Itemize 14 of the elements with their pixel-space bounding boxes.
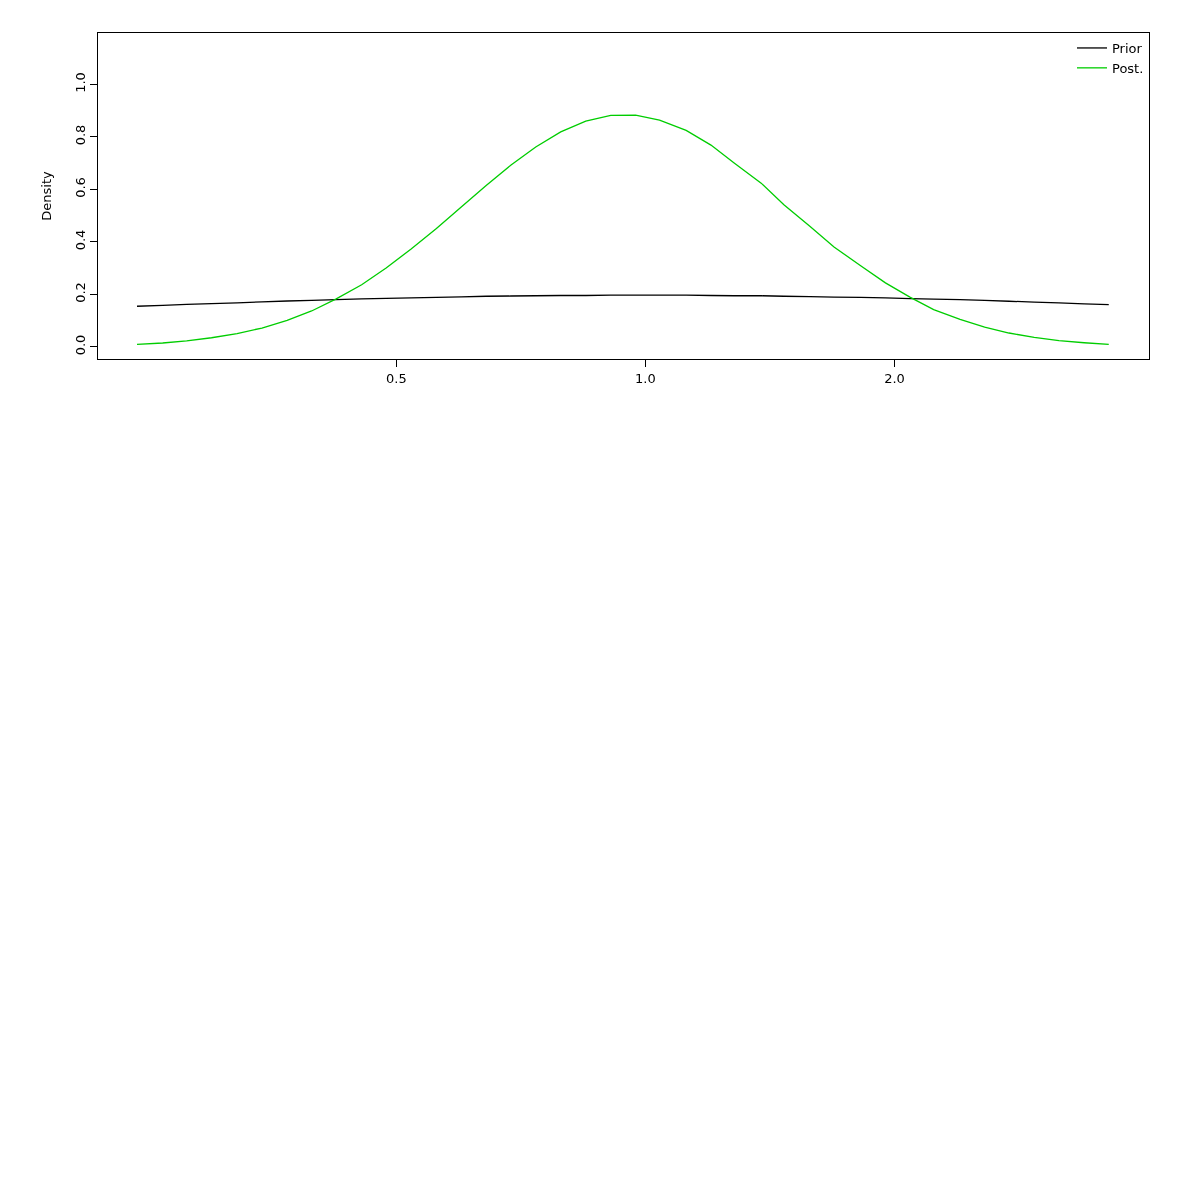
x-tick-label: 2.0 [884, 370, 905, 386]
x-tick-label: 1.0 [635, 370, 656, 386]
legend-label: Prior [1112, 41, 1143, 57]
y-tick-label: 0.4 [72, 229, 88, 251]
legend-label: Post. [1112, 60, 1144, 76]
y-tick-label: 0.2 [72, 282, 88, 303]
line-series [136, 114, 1110, 345]
y-axis-title: Density [38, 170, 54, 221]
y-tick-label: 0.0 [72, 334, 88, 356]
y-tick-label: 0.6 [72, 177, 88, 198]
line-series [136, 294, 1110, 307]
y-tick-label: 1.0 [72, 72, 88, 93]
x-tick-label: 0.5 [385, 370, 407, 386]
y-tick-label: 0.8 [72, 124, 88, 146]
